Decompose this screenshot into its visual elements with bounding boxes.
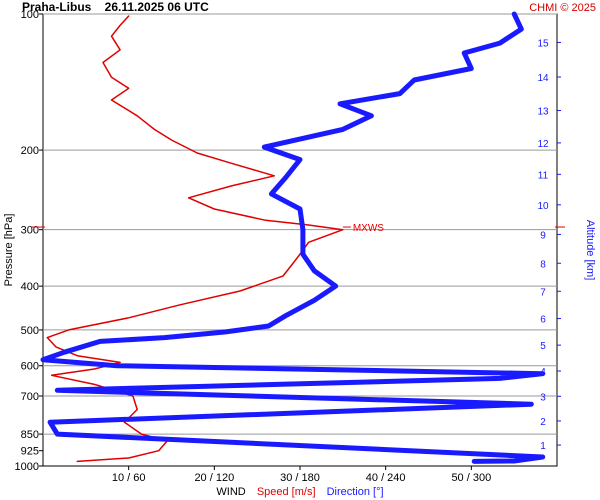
wind-tick-label-2: 30 / 180 (280, 472, 320, 484)
x-axis-label-wind: WIND (216, 486, 245, 498)
pressure-tick-label-850: 850 (21, 429, 39, 441)
altitude-tick-label-7: 7 (540, 287, 546, 298)
pressure-tick-label-500: 500 (21, 325, 39, 337)
pressure-tick-label-400: 400 (21, 281, 39, 293)
altitude-tick-label-10: 10 (537, 201, 549, 212)
wind-tick-label-0: 10 / 60 (112, 472, 146, 484)
altitude-tick-label-2: 2 (540, 417, 546, 428)
max-wind-marker: MXWS (31, 223, 565, 234)
wind-tick-label-3: 40 / 240 (366, 472, 406, 484)
altitude-tick-label-6: 6 (540, 315, 546, 326)
direction-series-line (40, 11, 546, 464)
pressure-gridlines (43, 13, 557, 435)
pressure-tick-label-100: 100 (21, 9, 39, 21)
series-group (40, 11, 546, 464)
pressure-tick-label-700: 700 (21, 391, 39, 403)
altitude-tick-label-9: 9 (540, 230, 546, 241)
altitude-tick-label-14: 14 (537, 73, 549, 84)
chart-title: Praha-Libus 26.11.2025 06 UTC (22, 0, 209, 14)
copyright: CHMI © 2025 (529, 2, 596, 14)
altitude-tick-label-3: 3 (540, 392, 546, 403)
altitude-axis-label: Altitude [km] (584, 220, 596, 281)
speed-series-line (46, 15, 344, 463)
pressure-tick-label-925: 925 (21, 446, 39, 458)
altitude-tick-label-1: 1 (540, 441, 546, 452)
pressure-tick-label-300: 300 (21, 225, 39, 237)
mxws-label: MXWS (353, 223, 384, 234)
altitude-tick-label-13: 13 (537, 106, 549, 117)
wind-axis: 10 / 60 20 / 120 30 / 180 40 / 240 50 / 300 (112, 466, 491, 484)
altitude-tick-label-5: 5 (540, 341, 546, 352)
x-axis-label-direction: Direction [°] (327, 486, 384, 498)
pressure-axis: 100 200 300 400 500 600 700 850 925 1000 (15, 9, 43, 473)
altitude-tick-label-15: 15 (537, 38, 549, 49)
pressure-axis-label: Pressure [hPa] (3, 214, 15, 287)
x-axis-label: WIND Speed [m/s] Direction [°] (216, 486, 383, 498)
altitude-tick-label-8: 8 (540, 259, 546, 270)
x-axis-label-speed: Speed [m/s] (257, 486, 316, 498)
altitude-tick-label-11: 11 (538, 170, 549, 181)
wind-tick-label-4: 50 / 300 (451, 472, 491, 484)
wind-tick-label-1: 20 / 120 (194, 472, 234, 484)
pressure-tick-label-200: 200 (21, 145, 39, 157)
altitude-tick-label-12: 12 (537, 139, 549, 150)
pressure-tick-label-600: 600 (21, 361, 39, 373)
pressure-tick-label-1000: 1000 (15, 461, 39, 473)
